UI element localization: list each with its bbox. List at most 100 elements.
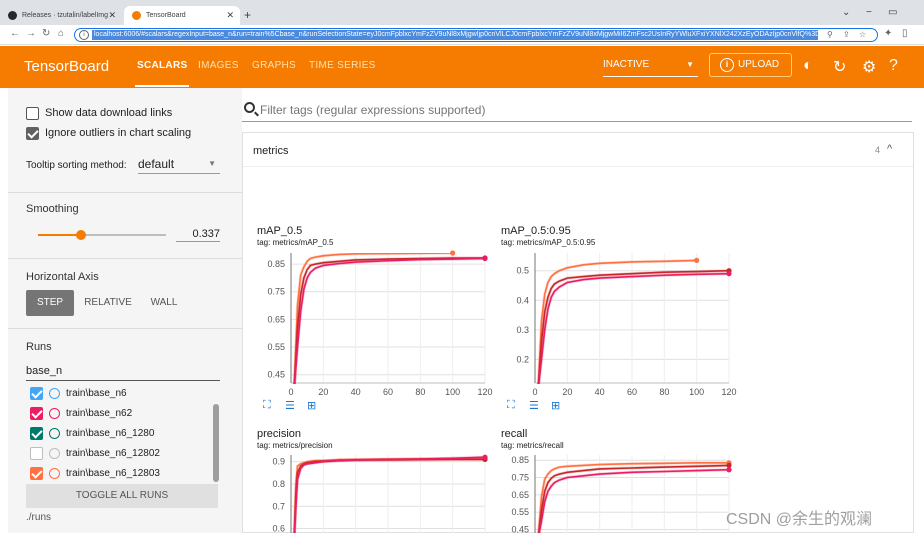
tab-time-series[interactable]: TIME SERIES	[309, 60, 376, 71]
run-color-icon[interactable]	[49, 408, 60, 419]
series-shadow-line	[292, 458, 485, 533]
category-header[interactable]: metrics 4 ^	[243, 133, 913, 167]
help-icon[interactable]: ?	[889, 57, 898, 74]
home-icon[interactable]: ⌂	[58, 28, 65, 39]
minimize-icon[interactable]: −	[866, 7, 872, 18]
ignore-outliers-checkbox[interactable]	[26, 127, 39, 140]
expand-chart-icon[interactable]: ⊞	[551, 400, 561, 412]
dark-mode-icon[interactable]: ◐	[803, 57, 813, 74]
axis-step-button[interactable]: STEP	[26, 290, 74, 316]
y-tick-label: 0.6	[272, 524, 285, 533]
chevron-up-icon[interactable]: ^	[887, 143, 893, 155]
maximize-icon[interactable]: ▭	[888, 7, 898, 18]
fit-domain-icon[interactable]: ⛶	[507, 399, 515, 411]
tensorboard-icon	[132, 11, 141, 20]
url-field[interactable]: i localhost:6006/#scalars&regexInput=bas…	[74, 28, 878, 42]
browser-tab-tensorboard[interactable]: TensorBoard ✕	[124, 6, 240, 25]
axis-relative-button[interactable]: RELATIVE	[84, 297, 132, 308]
x-tick-label: 120	[721, 387, 736, 397]
fit-domain-icon[interactable]: ⛶	[263, 399, 271, 411]
run-color-icon[interactable]	[49, 428, 60, 439]
smoothing-slider-fill	[38, 234, 82, 236]
run-color-icon[interactable]	[49, 468, 60, 479]
x-tick-label: 0	[288, 387, 293, 397]
series-line	[293, 456, 485, 533]
log-directory: ./runs	[26, 512, 52, 523]
browser-tab-title: TensorBoard	[146, 12, 186, 19]
series-end-point	[482, 454, 488, 460]
settings-gear-icon[interactable]: ⚙	[862, 59, 877, 76]
inactive-dashboard-select[interactable]: INACTIVE ▼	[603, 55, 698, 77]
tab-scalars[interactable]: SCALARS	[134, 60, 190, 87]
x-tick-label: 40	[351, 387, 361, 397]
upload-button[interactable]: i UPLOAD	[709, 53, 792, 77]
metrics-category-card: metrics 4 ^ mAP_0.5 tag: metrics/mAP_0.5…	[242, 132, 914, 533]
tab-images[interactable]: IMAGES	[198, 60, 239, 71]
tooltip-sort-select[interactable]: default ▼	[138, 156, 220, 174]
profile-icon[interactable]: ▯	[902, 28, 908, 39]
run-checkbox[interactable]	[30, 387, 43, 400]
x-tick-label: 20	[318, 387, 328, 397]
series-line	[293, 257, 485, 384]
tab-search-icon[interactable]: ⌄	[842, 7, 851, 18]
close-tab-icon[interactable]: ✕	[226, 10, 234, 20]
run-checkbox[interactable]	[30, 427, 43, 440]
y-tick-label: 0.55	[511, 507, 529, 517]
options-section: Show data download links Ignore outliers…	[8, 88, 242, 193]
series-shadow-line	[292, 456, 485, 533]
data-table-icon[interactable]: ☰	[529, 400, 539, 412]
expand-chart-icon[interactable]: ⊞	[307, 400, 317, 412]
chart-tag: tag: metrics/mAP_0.5	[257, 238, 334, 247]
tooltip-sort-value: default	[138, 157, 175, 171]
zoom-icon[interactable]: ⚲	[827, 30, 833, 39]
info-icon[interactable]: i	[79, 30, 89, 40]
run-color-icon[interactable]	[49, 448, 60, 459]
smoothing-value-input[interactable]: 0.337	[176, 226, 220, 242]
series-line	[293, 457, 485, 533]
caret-down-icon: ▼	[686, 60, 694, 69]
main-panel: Filter tags (regular expressions support…	[242, 88, 924, 533]
run-color-icon[interactable]	[49, 388, 60, 399]
run-label: train\base_n6_12803	[66, 468, 160, 479]
axis-wall-button[interactable]: WALL	[150, 297, 178, 308]
url-text[interactable]: localhost:6006/#scalars&regexInput=base_…	[92, 30, 818, 40]
chart-tag: tag: metrics/recall	[501, 441, 564, 450]
run-label: train\base_n6_12802	[66, 448, 160, 459]
x-tick-label: 100	[689, 387, 704, 397]
run-checkbox[interactable]	[30, 407, 43, 420]
share-icon[interactable]: ⇪	[843, 30, 850, 39]
runs-scrollbar[interactable]	[213, 404, 219, 482]
back-icon[interactable]: ←	[10, 28, 20, 39]
tag-filter-input[interactable]: Filter tags (regular expressions support…	[242, 100, 912, 122]
toggle-all-runs-button[interactable]: TOGGLE ALL RUNS	[26, 484, 218, 508]
y-tick-label: 0.85	[511, 455, 529, 465]
run-checkbox[interactable]	[30, 447, 43, 460]
run-checkbox[interactable]	[30, 467, 43, 480]
forward-icon[interactable]: →	[26, 28, 36, 39]
chart-plot[interactable]: 0.2 0.3 0.4 0.5 0 20 40 60 80 100 120	[501, 249, 739, 399]
runs-filter-input[interactable]: base_n	[26, 363, 220, 381]
reload-icon[interactable]: ↻	[42, 28, 51, 39]
close-tab-icon[interactable]: ✕	[108, 10, 116, 20]
bookmark-star-icon[interactable]: ☆	[859, 30, 867, 39]
horizontal-axis-title: Horizontal Axis	[26, 271, 99, 283]
y-tick-label: 0.75	[267, 287, 285, 297]
refresh-icon[interactable]: ↻	[833, 59, 847, 76]
series-shadow-line	[537, 463, 729, 533]
new-tab-icon[interactable]: +	[244, 8, 252, 22]
y-tick-label: 0.65	[511, 490, 529, 500]
data-table-icon[interactable]: ☰	[285, 400, 295, 412]
smoothing-slider-knob[interactable]	[76, 230, 87, 240]
browser-tab-github[interactable]: Releases · tzutalin/labelImg ✕	[0, 6, 122, 25]
series-line	[293, 253, 453, 384]
smoothing-slider[interactable]	[38, 230, 166, 240]
extensions-icon[interactable]: ✦	[884, 28, 893, 39]
show-download-checkbox[interactable]	[26, 107, 39, 120]
tab-graphs[interactable]: GRAPHS	[252, 60, 297, 71]
github-icon	[8, 11, 17, 20]
chart-plot[interactable]: 0.45 0.55 0.65 0.75 0.85	[501, 451, 739, 533]
chart-plot[interactable]: 0.45 0.55 0.65 0.75 0.85 0 20 40 60 80 100 120	[257, 249, 495, 399]
series-end-point	[726, 467, 732, 473]
chart-plot[interactable]: 0.6 0.7 0.8 0.9	[257, 451, 495, 533]
y-tick-label: 0.3	[516, 325, 529, 335]
